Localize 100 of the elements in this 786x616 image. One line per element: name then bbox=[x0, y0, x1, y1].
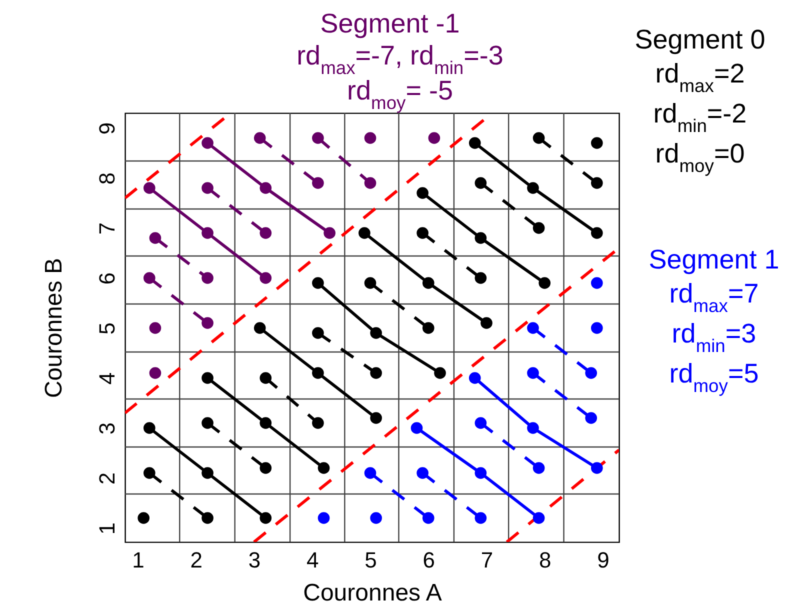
point bbox=[538, 277, 551, 289]
point bbox=[370, 327, 382, 339]
point bbox=[260, 512, 272, 524]
point bbox=[324, 227, 336, 239]
text: rd$_{moy}$= -5 bbox=[347, 76, 453, 113]
point bbox=[260, 272, 272, 284]
point bbox=[416, 467, 428, 479]
point bbox=[312, 277, 324, 289]
y-tick-label: 7 bbox=[94, 222, 120, 235]
point bbox=[416, 227, 428, 239]
point bbox=[410, 422, 423, 434]
x-tick-label: 9 bbox=[597, 548, 610, 572]
point bbox=[585, 412, 598, 424]
point bbox=[143, 467, 156, 479]
x-tick-label: 7 bbox=[480, 548, 494, 572]
point bbox=[532, 222, 545, 234]
x-tick-label: 8 bbox=[538, 548, 552, 572]
point bbox=[318, 462, 330, 474]
text: rd$_{min}$=-2 bbox=[653, 98, 747, 136]
text: rd$_{moy}$=0 bbox=[655, 138, 745, 176]
point bbox=[416, 187, 428, 199]
point bbox=[312, 132, 324, 144]
point bbox=[370, 512, 382, 524]
point bbox=[591, 277, 603, 289]
y-tick-label: 8 bbox=[94, 172, 120, 185]
point bbox=[474, 232, 487, 244]
point bbox=[202, 137, 214, 149]
y-tick-label: 1 bbox=[94, 522, 120, 535]
point bbox=[422, 322, 434, 334]
text: rd$_{max}$=-7, rd$_{min}$=-3 bbox=[296, 40, 504, 78]
point bbox=[434, 367, 446, 379]
text: Segment 0 bbox=[634, 24, 766, 54]
point bbox=[468, 372, 481, 384]
point bbox=[202, 272, 214, 284]
point bbox=[474, 512, 487, 524]
x-tick-label: 2 bbox=[190, 548, 203, 572]
point bbox=[370, 412, 382, 424]
x-axis-title: Couronnes A bbox=[303, 580, 442, 606]
point bbox=[532, 462, 545, 474]
y-tick-label: 2 bbox=[94, 472, 120, 485]
point bbox=[312, 367, 324, 379]
point bbox=[143, 182, 156, 194]
y-tick-label: 3 bbox=[94, 422, 120, 435]
text: rd$_{max}$=7 bbox=[669, 278, 759, 316]
y-axis-title: Couronnes B bbox=[40, 258, 68, 398]
point bbox=[480, 317, 492, 329]
point bbox=[202, 467, 214, 479]
point bbox=[428, 132, 440, 144]
point bbox=[143, 272, 156, 284]
point bbox=[358, 227, 370, 239]
point bbox=[474, 272, 487, 284]
point bbox=[149, 367, 162, 379]
point bbox=[468, 137, 481, 149]
point bbox=[364, 277, 376, 289]
y-tick-label: 5 bbox=[94, 322, 120, 335]
text: rd$_{max}$=2 bbox=[655, 58, 745, 96]
point bbox=[202, 417, 214, 429]
point bbox=[527, 182, 539, 194]
text: rd$_{moy}$=5 bbox=[669, 358, 759, 396]
point bbox=[532, 132, 545, 144]
point bbox=[591, 322, 603, 334]
point bbox=[254, 322, 266, 334]
x-tick-label: 6 bbox=[422, 548, 435, 572]
point bbox=[143, 422, 156, 434]
point bbox=[149, 232, 162, 244]
point bbox=[422, 277, 434, 289]
y-tick-label: 9 bbox=[94, 122, 120, 135]
point bbox=[312, 417, 324, 429]
point bbox=[202, 512, 214, 524]
point bbox=[591, 177, 603, 189]
point bbox=[364, 177, 376, 189]
x-tick-label: 1 bbox=[132, 548, 144, 572]
point bbox=[370, 367, 382, 379]
point bbox=[474, 417, 487, 429]
point bbox=[591, 462, 603, 474]
point bbox=[474, 177, 487, 189]
series-label: Segment 1 bbox=[648, 244, 780, 274]
point bbox=[254, 132, 266, 144]
point bbox=[202, 227, 214, 239]
point bbox=[202, 372, 214, 384]
point bbox=[532, 512, 545, 524]
point bbox=[260, 417, 272, 429]
point bbox=[138, 512, 150, 524]
point bbox=[260, 182, 272, 194]
point bbox=[312, 177, 324, 189]
point bbox=[202, 182, 214, 194]
point bbox=[527, 322, 539, 334]
point bbox=[422, 512, 434, 524]
point bbox=[527, 367, 539, 379]
text: rd$_{min}$=3 bbox=[672, 318, 756, 356]
point bbox=[527, 422, 539, 434]
point bbox=[585, 367, 598, 379]
y-tick-label: 4 bbox=[94, 372, 120, 385]
point bbox=[312, 327, 324, 339]
point bbox=[318, 512, 330, 524]
point bbox=[364, 467, 376, 479]
point bbox=[260, 372, 272, 384]
point bbox=[260, 227, 272, 239]
x-tick-label: 4 bbox=[306, 548, 319, 572]
point bbox=[260, 462, 272, 474]
